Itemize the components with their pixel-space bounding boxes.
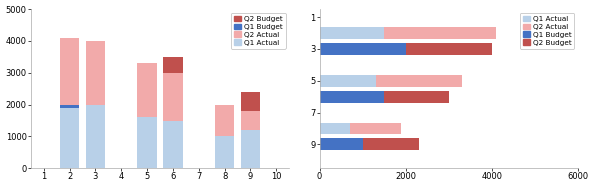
Bar [384,27,496,39]
Bar [320,138,362,150]
Bar [86,105,105,168]
Bar [320,122,350,134]
Legend: Q1 Actual, Q2 Actual, Q1 Budget, Q2 Budget: Q1 Actual, Q2 Actual, Q1 Budget, Q2 Budg… [520,13,574,49]
Bar [384,91,448,103]
Bar [215,137,234,168]
Bar [320,91,384,103]
Bar [241,111,260,130]
Bar [137,117,157,168]
Bar [241,92,260,111]
Bar [320,43,406,55]
Bar [406,43,492,55]
Bar [163,57,182,73]
Bar [320,75,375,87]
Bar [163,73,182,120]
Bar [60,105,79,108]
Bar [137,63,157,117]
Bar [163,120,182,168]
Legend: Q2 Budget, Q1 Budget, Q2 Actual, Q1 Actual: Q2 Budget, Q1 Budget, Q2 Actual, Q1 Actu… [231,13,286,49]
Bar [320,27,384,39]
Bar [241,130,260,168]
Bar [60,108,79,168]
Bar [362,138,419,150]
Bar [60,38,79,105]
Bar [350,122,402,134]
Bar [86,41,105,105]
Bar [375,75,462,87]
Bar [215,105,234,137]
